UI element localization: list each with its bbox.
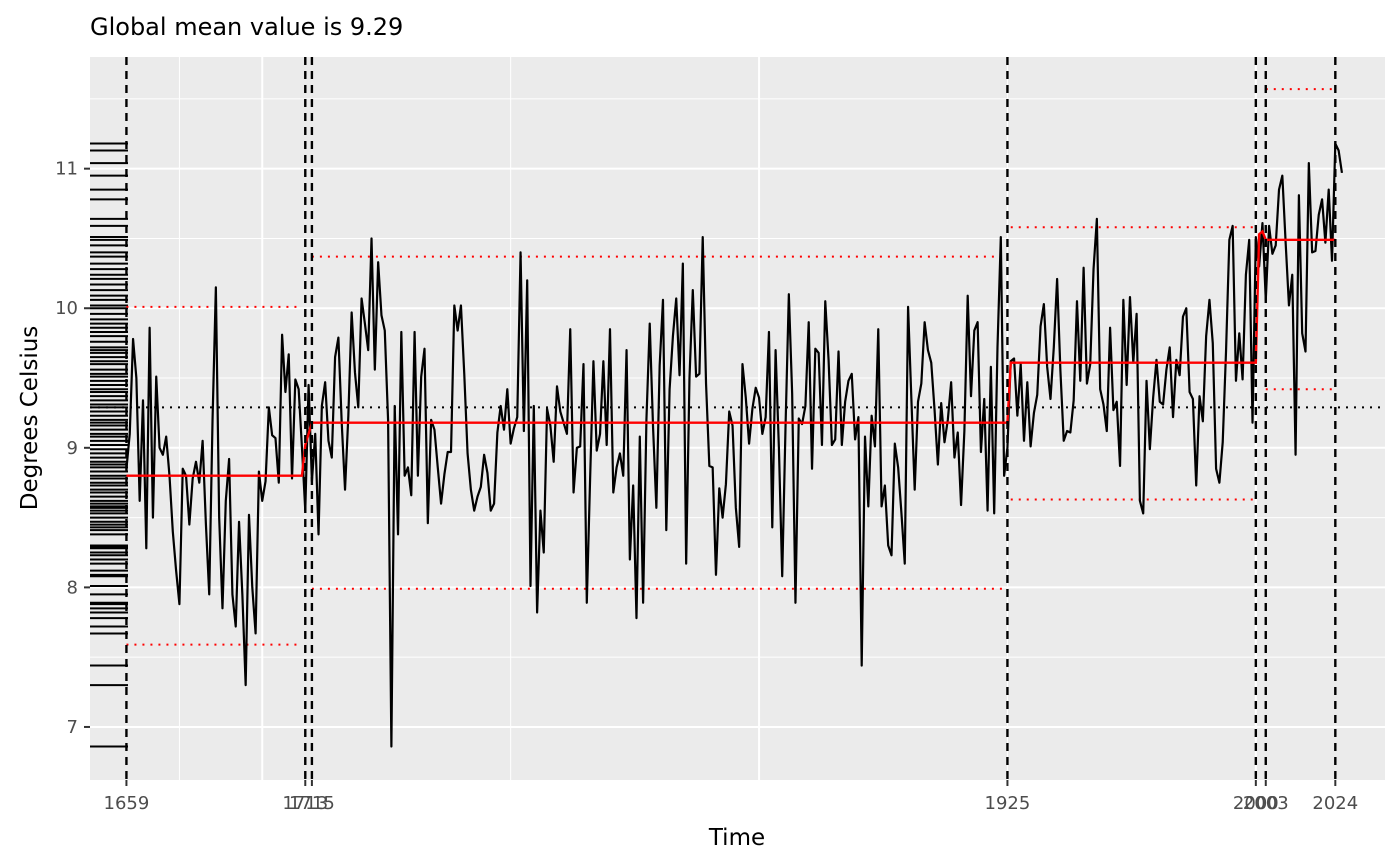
y-axis-title: Degrees Celsius bbox=[17, 326, 43, 511]
x-tick-label: 2000 bbox=[1233, 793, 1279, 814]
y-tick-label: 9 bbox=[67, 438, 78, 459]
changepoint-lines bbox=[125, 57, 1337, 780]
x-tick-label: 2024 bbox=[1312, 793, 1358, 814]
y-axis: 7 8 9 10 11 bbox=[55, 159, 90, 738]
x-tick-label: 2003 bbox=[1243, 793, 1289, 814]
series-line bbox=[125, 142, 1344, 748]
minor-gridlines bbox=[90, 57, 1385, 780]
y-tick-label: 11 bbox=[55, 159, 78, 180]
y-tick-label: 7 bbox=[67, 717, 78, 738]
x-tick-label: 1925 bbox=[985, 793, 1031, 814]
interval-lines bbox=[126, 88, 1336, 646]
x-tick-label: 1659 bbox=[104, 793, 150, 814]
series-group bbox=[125, 142, 1344, 748]
x-tick-label: 1715 bbox=[289, 793, 335, 814]
chart-title: Global mean value is 9.29 bbox=[90, 13, 403, 41]
x-axis-title: Time bbox=[708, 825, 765, 851]
y-tick-label: 8 bbox=[67, 577, 78, 598]
plot-panel bbox=[90, 57, 1385, 780]
y-rug bbox=[90, 142, 128, 748]
x-tick-label: 1713 bbox=[282, 793, 328, 814]
y-tick-label: 10 bbox=[55, 298, 78, 319]
